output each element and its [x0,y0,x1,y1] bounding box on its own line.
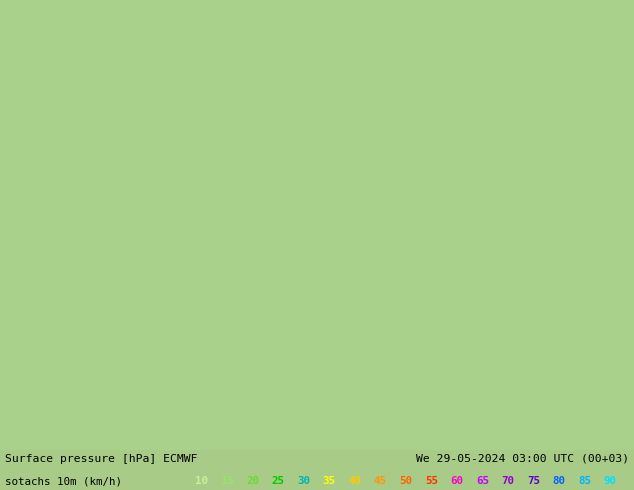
Text: 75: 75 [527,476,540,486]
Text: 30: 30 [297,476,310,486]
Text: 40: 40 [348,476,361,486]
Text: 90: 90 [604,476,616,486]
Text: 15: 15 [221,476,234,486]
Text: 85: 85 [578,476,591,486]
Text: 35: 35 [323,476,336,486]
Text: 80: 80 [552,476,566,486]
Text: 20: 20 [246,476,259,486]
Text: sotachs 10m (km/h): sotachs 10m (km/h) [5,476,122,486]
Text: 65: 65 [476,476,489,486]
Text: 10: 10 [195,476,209,486]
Text: 70: 70 [501,476,514,486]
Text: 25: 25 [272,476,285,486]
Text: 50: 50 [399,476,412,486]
Text: We 29-05-2024 03:00 UTC (00+03): We 29-05-2024 03:00 UTC (00+03) [416,454,629,464]
Text: 45: 45 [374,476,387,486]
Text: 60: 60 [450,476,463,486]
Text: 55: 55 [425,476,438,486]
Text: Surface pressure [hPa] ECMWF: Surface pressure [hPa] ECMWF [5,454,198,464]
